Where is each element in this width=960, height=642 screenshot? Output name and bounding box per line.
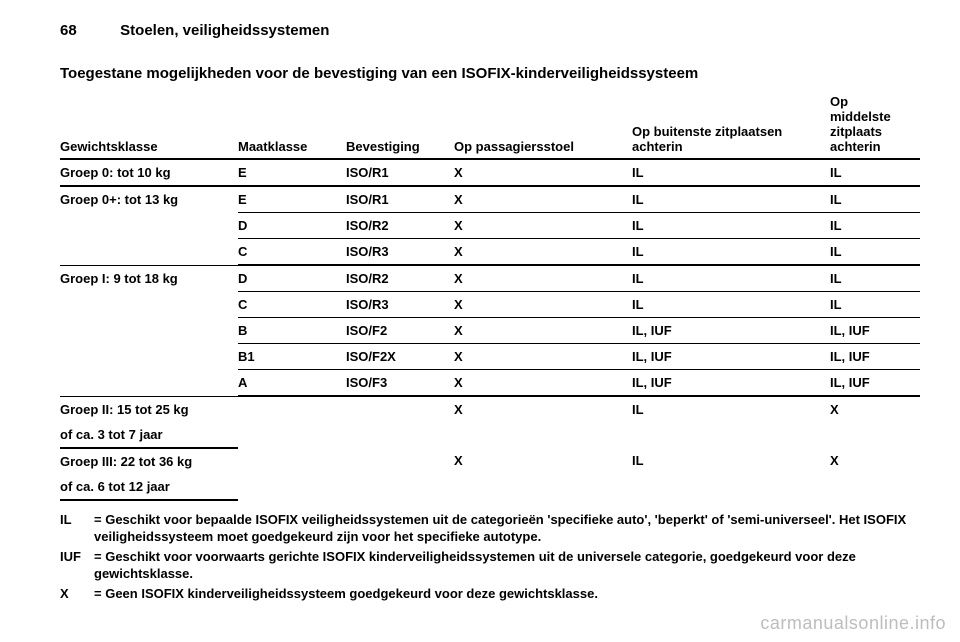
cell-weight: Groep 0: tot 10 kg bbox=[60, 159, 238, 186]
legend-row: IL = Geschikt voor bepaalde ISOFIX veili… bbox=[60, 511, 920, 546]
cell-pass: X bbox=[454, 448, 632, 500]
cell-fix: ISO/R2 bbox=[346, 213, 454, 239]
cell-weight: Groep 0+: tot 13 kg bbox=[60, 186, 238, 265]
cell-fix bbox=[346, 448, 454, 500]
cell-pass: X bbox=[454, 186, 632, 213]
cell-middle: IL bbox=[830, 239, 920, 266]
cell-fix: ISO/R3 bbox=[346, 239, 454, 266]
cell-middle: IL, IUF bbox=[830, 370, 920, 397]
cell-pass: X bbox=[454, 370, 632, 397]
cell-middle: IL bbox=[830, 213, 920, 239]
cell-outer: IL bbox=[632, 213, 830, 239]
cell-fix bbox=[346, 396, 454, 448]
legend: IL = Geschikt voor bepaalde ISOFIX veili… bbox=[60, 511, 920, 603]
cell-middle: X bbox=[830, 448, 920, 500]
table-row: Groep II: 15 tot 25 kg X IL X bbox=[60, 396, 920, 422]
cell-middle: X bbox=[830, 396, 920, 448]
cell-class: C bbox=[238, 292, 346, 318]
cell-outer: IL bbox=[632, 239, 830, 266]
cell-class: E bbox=[238, 186, 346, 213]
legend-row: IUF = Geschikt voor voorwaarts gerichte … bbox=[60, 548, 920, 583]
cell-class bbox=[238, 396, 346, 448]
cell-pass: X bbox=[454, 318, 632, 344]
cell-middle: IL, IUF bbox=[830, 344, 920, 370]
cell-outer: IL, IUF bbox=[632, 318, 830, 344]
legend-text: = Geschikt voor voorwaarts gerichte ISOF… bbox=[94, 548, 920, 583]
cell-fix: ISO/R1 bbox=[346, 159, 454, 186]
cell-pass: X bbox=[454, 292, 632, 318]
cell-outer: IL bbox=[632, 448, 830, 500]
legend-key: IUF bbox=[60, 548, 94, 583]
cell-fix: ISO/R1 bbox=[346, 186, 454, 213]
cell-outer: IL bbox=[632, 159, 830, 186]
cell-fix: ISO/F2 bbox=[346, 318, 454, 344]
page-content: 68 Stoelen, veiligheidssystemen Toegesta… bbox=[0, 0, 960, 602]
cell-middle: IL, IUF bbox=[830, 318, 920, 344]
cell-class bbox=[238, 448, 346, 500]
col-header-fix: Bevestiging bbox=[346, 90, 454, 159]
cell-class: E bbox=[238, 159, 346, 186]
cell-outer: IL, IUF bbox=[632, 370, 830, 397]
cell-class: A bbox=[238, 370, 346, 397]
cell-class: C bbox=[238, 239, 346, 266]
table-row: Groep 0+: tot 13 kg E ISO/R1 X IL IL bbox=[60, 186, 920, 213]
table-body: Groep 0: tot 10 kg E ISO/R1 X IL IL Groe… bbox=[60, 159, 920, 500]
cell-pass: X bbox=[454, 159, 632, 186]
cell-weight: Groep I: 9 tot 18 kg bbox=[60, 265, 238, 396]
cell-class: D bbox=[238, 265, 346, 292]
section-title: Toegestane mogelijkheden voor de bevesti… bbox=[60, 65, 920, 82]
legend-text: = Geschikt voor bepaalde ISOFIX veilighe… bbox=[94, 511, 920, 546]
cell-weight-sub: of ca. 3 tot 7 jaar bbox=[60, 422, 238, 448]
table-header-row: Gewichtsklasse Maatklasse Bevestiging Op… bbox=[60, 90, 920, 159]
cell-weight-sub: of ca. 6 tot 12 jaar bbox=[60, 474, 238, 500]
cell-outer: IL, IUF bbox=[632, 344, 830, 370]
chapter-title: Stoelen, veiligheidssystemen bbox=[120, 22, 329, 39]
table-row: Groep I: 9 tot 18 kg D ISO/R2 X IL IL bbox=[60, 265, 920, 292]
col-header-middle: Op middelste zitplaats achterin bbox=[830, 90, 920, 159]
page-header: 68 Stoelen, veiligheidssystemen bbox=[60, 22, 920, 39]
cell-pass: X bbox=[454, 239, 632, 266]
table-row: Groep III: 22 tot 36 kg X IL X bbox=[60, 448, 920, 474]
cell-outer: IL bbox=[632, 265, 830, 292]
watermark: carmanualsonline.info bbox=[760, 613, 946, 634]
cell-pass: X bbox=[454, 265, 632, 292]
cell-fix: ISO/R2 bbox=[346, 265, 454, 292]
cell-fix: ISO/F2X bbox=[346, 344, 454, 370]
cell-fix: ISO/F3 bbox=[346, 370, 454, 397]
cell-middle: IL bbox=[830, 186, 920, 213]
legend-key: IL bbox=[60, 511, 94, 546]
col-header-outer: Op buitenste zitplaatsen achterin bbox=[632, 90, 830, 159]
page-number: 68 bbox=[60, 22, 116, 39]
cell-fix: ISO/R3 bbox=[346, 292, 454, 318]
cell-class: B bbox=[238, 318, 346, 344]
cell-middle: IL bbox=[830, 159, 920, 186]
cell-class: D bbox=[238, 213, 346, 239]
cell-outer: IL bbox=[632, 186, 830, 213]
cell-pass: X bbox=[454, 213, 632, 239]
legend-key: X bbox=[60, 585, 94, 603]
isofix-table: Gewichtsklasse Maatklasse Bevestiging Op… bbox=[60, 90, 920, 501]
legend-text: = Geen ISOFIX kinderveiligheidssysteem g… bbox=[94, 585, 920, 603]
cell-pass: X bbox=[454, 396, 632, 448]
col-header-class: Maatklasse bbox=[238, 90, 346, 159]
table-row: Groep 0: tot 10 kg E ISO/R1 X IL IL bbox=[60, 159, 920, 186]
cell-outer: IL bbox=[632, 292, 830, 318]
cell-middle: IL bbox=[830, 265, 920, 292]
cell-middle: IL bbox=[830, 292, 920, 318]
col-header-weight: Gewichtsklasse bbox=[60, 90, 238, 159]
legend-row: X = Geen ISOFIX kinderveiligheidssysteem… bbox=[60, 585, 920, 603]
cell-pass: X bbox=[454, 344, 632, 370]
cell-outer: IL bbox=[632, 396, 830, 448]
cell-weight: Groep II: 15 tot 25 kg bbox=[60, 396, 238, 422]
cell-class: B1 bbox=[238, 344, 346, 370]
col-header-pass: Op passagiersstoel bbox=[454, 90, 632, 159]
cell-weight: Groep III: 22 tot 36 kg bbox=[60, 448, 238, 474]
